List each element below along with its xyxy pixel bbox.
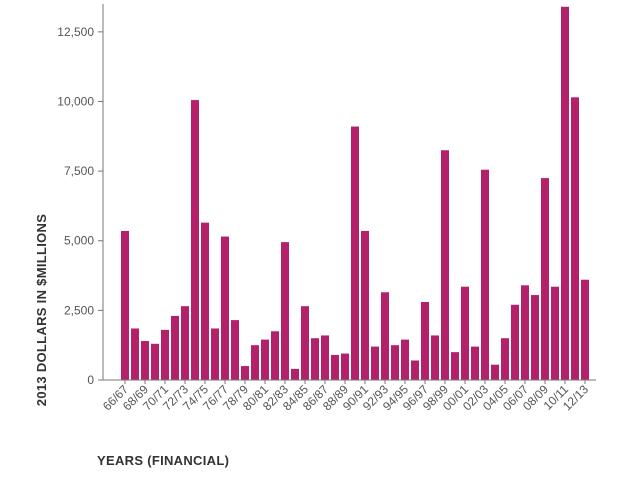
y-tick-label: 5,000 <box>64 234 94 248</box>
bar-76-77 <box>221 236 229 380</box>
bar-71-72 <box>171 315 179 380</box>
bar-82-83 <box>281 242 289 380</box>
bar-01-02 <box>471 346 479 380</box>
bar-94-95 <box>401 339 409 380</box>
bar-10-11 <box>561 6 569 380</box>
bar-89-90 <box>351 126 359 380</box>
bar-11-12 <box>571 97 579 381</box>
bar-99-00 <box>451 352 459 380</box>
bar-90-91 <box>361 230 369 380</box>
bar-75-76 <box>211 328 219 380</box>
bar-03-04 <box>491 364 499 380</box>
y-tick-label: 2,500 <box>64 303 94 317</box>
bar-79-80 <box>251 345 259 380</box>
bar-98-99 <box>441 150 449 380</box>
bar-67-68 <box>131 328 139 380</box>
bar-88-89 <box>341 353 349 380</box>
bar-12-13 <box>581 279 589 380</box>
bar-80-81 <box>261 339 269 380</box>
y-tick-label: 10,000 <box>57 94 94 108</box>
bar-85-86 <box>311 338 319 380</box>
x-axis-ticks: 66/6768/6970/7172/7374/7576/7778/7980/81… <box>100 380 591 413</box>
bar-81-82 <box>271 331 279 380</box>
bar-08-09 <box>541 178 549 380</box>
bar-74-75 <box>201 222 209 380</box>
y-tick-label: 12,500 <box>57 25 94 39</box>
bar-95-96 <box>411 360 419 380</box>
bar-00-01 <box>461 286 469 380</box>
bar-96-97 <box>421 302 429 380</box>
y-tick-label: 0 <box>87 373 94 387</box>
bar-02-03 <box>481 169 489 380</box>
bar-73-74 <box>191 100 199 380</box>
bar-07-08 <box>531 295 539 380</box>
bar-83-84 <box>291 368 299 380</box>
x-axis-title: YEARS (FINANCIAL) <box>97 453 229 468</box>
bar-91-92 <box>371 346 379 380</box>
bar-84-85 <box>301 306 309 380</box>
bar-70-71 <box>161 329 169 380</box>
bar-09-10 <box>551 286 559 380</box>
y-tick-label: 7,500 <box>64 164 94 178</box>
bar-87-88 <box>331 354 339 380</box>
y-axis-ticks: 0 2,500 5,000 7,500 10,000 12,500 <box>57 25 103 387</box>
bar-92-93 <box>381 292 389 380</box>
bars-group <box>121 6 589 381</box>
bar-93-94 <box>391 345 399 380</box>
bar-06-07 <box>521 285 529 380</box>
bar-69-70 <box>151 343 159 380</box>
bar-86-87 <box>321 335 329 380</box>
bar-05-06 <box>511 304 519 380</box>
bar-97-98 <box>431 335 439 380</box>
bar-68-69 <box>141 341 149 380</box>
bar-04-05 <box>501 338 509 380</box>
y-axis-title: 2013 DOLLARS IN $MILLIONS <box>34 214 49 406</box>
bar-66-67 <box>121 230 129 380</box>
bar-77-78 <box>231 320 239 380</box>
bar-72-73 <box>181 306 189 380</box>
bar-78-79 <box>241 366 249 380</box>
